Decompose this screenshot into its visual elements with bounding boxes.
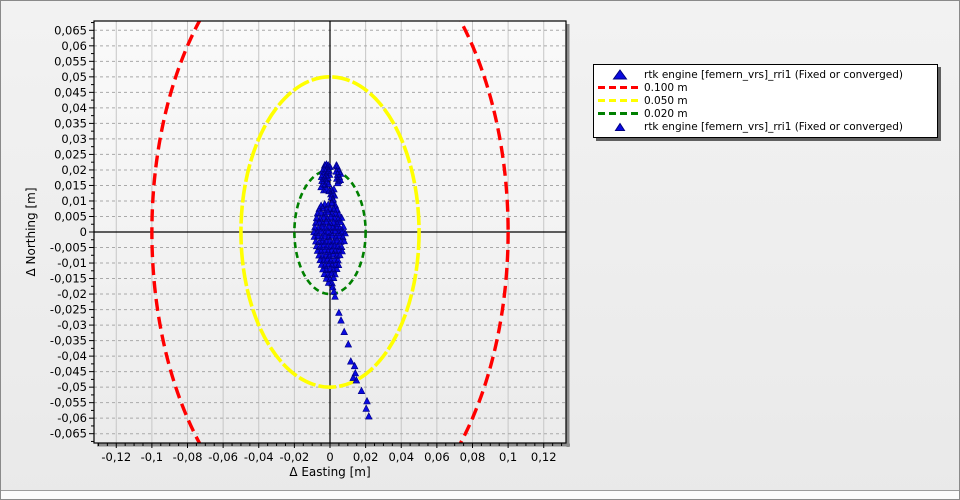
- y-tick-label: 0,025: [54, 147, 87, 161]
- x-tick-label: 0,1: [499, 450, 517, 464]
- x-tick-label: -0,1: [141, 450, 163, 464]
- legend-label: rtk engine [femern_vrs]_rri1 (Fixed or c…: [644, 68, 903, 81]
- y-tick-label: 0,03: [61, 132, 87, 146]
- y-tick-label: -0,025: [50, 303, 87, 317]
- legend-item-circle-050[interactable]: 0.050 m: [596, 94, 933, 107]
- triangle-marker-icon: [612, 69, 628, 80]
- y-tick-label: -0,04: [57, 349, 87, 363]
- legend-item-circle-100[interactable]: 0.100 m: [596, 81, 933, 94]
- x-tick-label: -0,06: [208, 450, 238, 464]
- legend-item-circle-020[interactable]: 0.020 m: [596, 107, 933, 120]
- y-tick-label: 0,06: [61, 39, 87, 53]
- y-tick-label: 0,02: [61, 163, 87, 177]
- x-tick-label: -0,02: [279, 450, 309, 464]
- y-tick-label: 0,065: [54, 23, 87, 37]
- legend-label: 0.020 m: [644, 107, 688, 120]
- yellow-dash-icon: [598, 99, 642, 102]
- red-dash-icon: [598, 86, 642, 89]
- x-tick-label: -0,12: [101, 450, 131, 464]
- y-tick-label: 0: [80, 225, 87, 239]
- y-tick-label: 0,015: [54, 178, 87, 192]
- y-tick-label: -0,015: [50, 272, 87, 286]
- y-tick-label: 0,055: [54, 54, 87, 68]
- scatter-series: [310, 160, 373, 420]
- triangle-marker-small-icon: [614, 122, 626, 131]
- y-tick-label: 0,05: [61, 70, 87, 84]
- x-tick-label: 0: [326, 450, 333, 464]
- x-tick-label: -0,04: [244, 450, 274, 464]
- legend: rtk engine [femern_vrs]_rri1 (Fixed or c…: [593, 64, 938, 138]
- y-tick-label: 0,035: [54, 116, 87, 130]
- y-tick-label: -0,055: [50, 396, 87, 410]
- y-tick-label: -0,065: [50, 427, 87, 441]
- x-tick-label: 0,08: [460, 450, 486, 464]
- x-tick-label: 0,06: [424, 450, 450, 464]
- green-dash-icon: [598, 112, 642, 115]
- legend-item-series[interactable]: rtk engine [femern_vrs]_rri1 (Fixed or c…: [596, 68, 933, 81]
- x-tick-label: 0,04: [388, 450, 414, 464]
- y-tick-label: -0,03: [57, 318, 87, 332]
- y-tick-label: 0,01: [61, 194, 87, 208]
- x-tick-label: -0,08: [173, 450, 203, 464]
- legend-label: rtk engine [femern_vrs]_rri1 (Fixed or c…: [644, 120, 903, 133]
- window-bottom-bevel: [1, 490, 959, 499]
- legend-label: 0.050 m: [644, 94, 688, 107]
- legend-item-series-2[interactable]: rtk engine [femern_vrs]_rri1 (Fixed or c…: [596, 120, 933, 133]
- x-tick-label: 0,02: [353, 450, 379, 464]
- y-tick-label: -0,02: [57, 287, 87, 301]
- y-tick-label: -0,05: [57, 380, 87, 394]
- y-tick-label: -0,005: [50, 241, 87, 255]
- y-tick-label: 0,045: [54, 85, 87, 99]
- plot-canvas[interactable]: -0,12 -0,1 -0,08 -0,06 -0,04 -0,02 0 0,02 0,04 0,…: [1, 1, 959, 491]
- y-tick-label: 0,005: [54, 209, 87, 223]
- y-tick-label: -0,045: [50, 365, 87, 379]
- y-axis-title: Δ Northing [m]: [24, 187, 38, 277]
- x-axis-title: Δ Easting [m]: [289, 465, 371, 479]
- y-tick-label: 0,04: [61, 101, 87, 115]
- y-tick-label: -0,06: [57, 411, 87, 425]
- legend-label: 0.100 m: [644, 81, 688, 94]
- y-tick-label: -0,035: [50, 334, 87, 348]
- x-tick-label: 0,12: [531, 450, 557, 464]
- y-tick-label: -0,01: [57, 256, 87, 270]
